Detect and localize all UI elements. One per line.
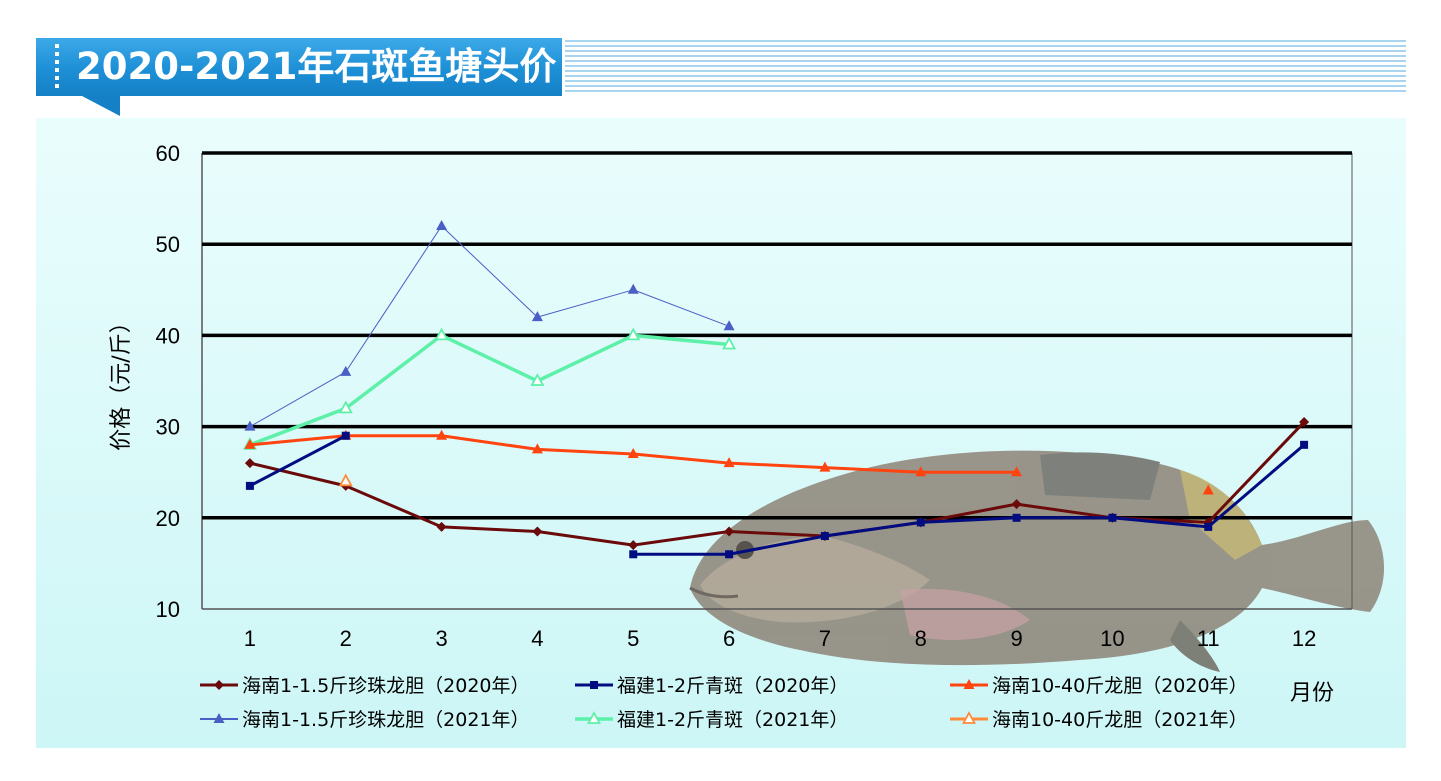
series-line [633, 443, 1306, 556]
data-point [244, 458, 255, 469]
data-point [629, 550, 638, 559]
series-1 [245, 431, 1309, 559]
data-point [628, 540, 639, 551]
legend-label: 福建1-2斤青斑（2021年） [617, 709, 848, 731]
series-4 [242, 327, 737, 450]
y-tick-label: 60 [156, 141, 180, 166]
y-tick-label: 50 [156, 232, 180, 257]
data-point [1012, 513, 1021, 522]
series-line [249, 225, 730, 428]
data-point [819, 461, 831, 472]
x-tick-label: 2 [340, 626, 352, 651]
data-point [724, 526, 735, 537]
legend-item: 海南1-1.5斤珍珠龙胆（2021年） [200, 709, 530, 731]
legend-marker [961, 711, 977, 724]
data-point [627, 283, 639, 294]
series-5 [338, 473, 353, 487]
x-tick-label: 12 [1292, 626, 1316, 651]
data-point [245, 481, 254, 490]
data-point [1011, 499, 1022, 510]
series-line [249, 434, 347, 488]
series-3 [244, 219, 735, 431]
x-tick-label: 9 [1010, 626, 1022, 651]
y-tick-label: 10 [156, 597, 180, 622]
legend-marker [963, 679, 975, 689]
legend-label: 海南10-40斤龙胆（2021年） [992, 709, 1248, 731]
x-tick-label: 8 [915, 626, 927, 651]
y-tick-label: 20 [156, 506, 180, 531]
title-banner [36, 38, 562, 96]
grouper-fish-illustration [689, 450, 1385, 672]
data-point [338, 400, 353, 414]
data-point [436, 521, 447, 532]
y-tick-labels: 10 20 30 40 50 60 [156, 141, 180, 622]
data-point [722, 336, 737, 350]
data-series [242, 219, 1310, 559]
data-point [1204, 522, 1213, 531]
legend-item: 福建1-2斤青斑（2021年） [575, 709, 848, 731]
data-point [627, 447, 639, 458]
data-point [244, 438, 256, 449]
legend-marker [214, 680, 224, 690]
data-point [1202, 484, 1214, 495]
series-2 [244, 429, 1214, 495]
data-point [341, 431, 350, 440]
y-tick-label: 30 [156, 415, 180, 440]
data-point [723, 320, 735, 331]
data-point [531, 311, 543, 322]
legend-marker [590, 681, 598, 689]
data-point [530, 373, 545, 386]
legend-label: 海南10-40斤龙胆（2020年） [992, 675, 1248, 697]
data-point [1300, 440, 1309, 449]
x-tick-label: 6 [723, 626, 735, 651]
legend-label: 海南1-1.5斤珍珠龙胆（2020年） [242, 675, 530, 697]
legend-item: 海南1-1.5斤珍珠龙胆（2020年） [200, 675, 530, 697]
x-axis-label: 月份 [1290, 681, 1334, 706]
data-point [820, 532, 829, 541]
data-point [1011, 466, 1023, 477]
data-point [1108, 513, 1117, 522]
legend-label: 福建1-2斤青斑（2020年） [617, 675, 848, 697]
gridlines [202, 151, 1352, 520]
title-stripe-decoration [565, 40, 1406, 92]
legend-marker [586, 711, 602, 724]
data-point [244, 420, 256, 431]
page-title: 2020-2021年石斑鱼塘头价 [76, 45, 557, 88]
data-point [723, 457, 735, 468]
legend-label: 海南1-1.5斤珍珠龙胆（2021年） [242, 709, 530, 731]
legend-item: 海南10-40斤龙胆（2020年） [950, 675, 1248, 697]
x-tick-label: 5 [627, 626, 639, 651]
data-point [436, 429, 448, 440]
data-point [916, 518, 925, 527]
data-point [626, 327, 641, 341]
x-tick-label: 10 [1100, 626, 1124, 651]
legend-marker [213, 713, 225, 723]
x-tick-label: 11 [1197, 626, 1220, 651]
legend-item: 海南10-40斤龙胆（2021年） [950, 709, 1248, 731]
x-tick-label: 7 [819, 626, 831, 651]
x-tick-label: 3 [435, 626, 447, 651]
data-point [531, 443, 543, 454]
y-tick-label: 40 [156, 323, 180, 348]
data-point [434, 327, 449, 341]
data-point [338, 473, 353, 487]
series-line [249, 333, 730, 447]
chart-legend: 海南1-1.5斤珍珠龙胆（2020年） 福建1-2斤青斑（2020年） 海南10-4… [200, 675, 1248, 731]
x-tick-labels: 1 2 3 4 5 6 7 8 9 10 11 12 [244, 626, 1317, 651]
data-point [1299, 417, 1310, 428]
title-tail-decoration [82, 96, 120, 116]
title-dots-decoration [55, 44, 59, 88]
x-tick-label: 1 [244, 626, 256, 651]
data-point [340, 365, 352, 376]
data-point [532, 526, 543, 537]
data-point [436, 219, 448, 230]
data-point [915, 466, 927, 477]
x-tick-label: 4 [531, 626, 543, 651]
legend-item: 福建1-2斤青斑（2020年） [575, 675, 848, 697]
y-axis-label: 价格（元/斤） [109, 311, 134, 450]
data-point [725, 550, 734, 559]
